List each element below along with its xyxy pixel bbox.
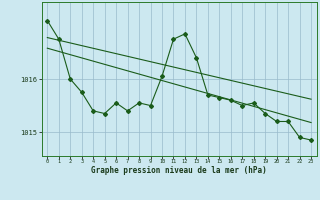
X-axis label: Graphe pression niveau de la mer (hPa): Graphe pression niveau de la mer (hPa) [91,166,267,175]
